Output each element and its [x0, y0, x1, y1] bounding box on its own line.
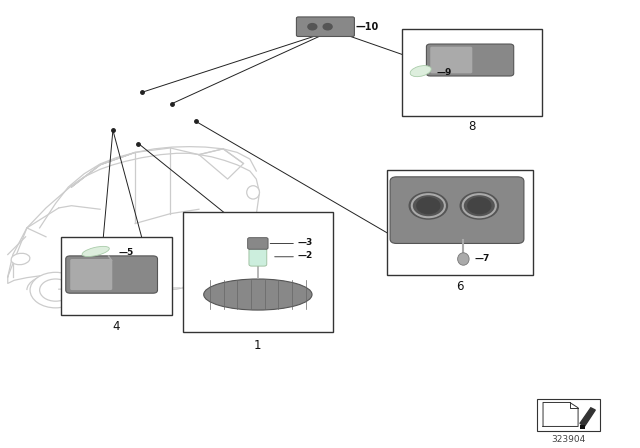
Circle shape [186, 271, 237, 307]
Ellipse shape [82, 246, 109, 257]
Text: 8: 8 [468, 121, 476, 134]
Circle shape [196, 278, 228, 300]
Ellipse shape [458, 253, 469, 265]
Text: 4: 4 [113, 320, 120, 333]
Circle shape [308, 24, 317, 30]
FancyBboxPatch shape [426, 44, 514, 76]
Ellipse shape [410, 65, 431, 77]
Ellipse shape [246, 186, 259, 199]
FancyBboxPatch shape [70, 259, 112, 290]
Text: —5: —5 [118, 248, 133, 257]
Circle shape [40, 279, 72, 301]
Text: —7: —7 [475, 254, 490, 263]
Text: —9: —9 [436, 68, 452, 77]
Bar [183, 212, 333, 332]
Polygon shape [580, 408, 595, 426]
Bar [387, 170, 534, 275]
Text: 6: 6 [456, 280, 464, 293]
Bar [401, 29, 541, 116]
Circle shape [30, 272, 81, 308]
FancyBboxPatch shape [66, 256, 157, 293]
FancyBboxPatch shape [430, 47, 472, 73]
Text: —2: —2 [298, 251, 312, 260]
Bar [537, 399, 600, 431]
Ellipse shape [11, 253, 30, 265]
Bar [61, 237, 172, 314]
Text: 323904: 323904 [552, 435, 586, 444]
Circle shape [409, 192, 447, 219]
Circle shape [460, 192, 499, 219]
FancyBboxPatch shape [248, 238, 268, 249]
Circle shape [323, 24, 332, 30]
Ellipse shape [204, 279, 312, 310]
FancyBboxPatch shape [390, 177, 524, 243]
Text: 1: 1 [254, 339, 261, 352]
Text: —10: —10 [356, 22, 379, 32]
Bar [580, 425, 585, 429]
Circle shape [468, 198, 491, 214]
Circle shape [417, 198, 440, 214]
FancyBboxPatch shape [249, 248, 267, 266]
Text: —3: —3 [298, 238, 312, 247]
FancyBboxPatch shape [296, 17, 355, 36]
